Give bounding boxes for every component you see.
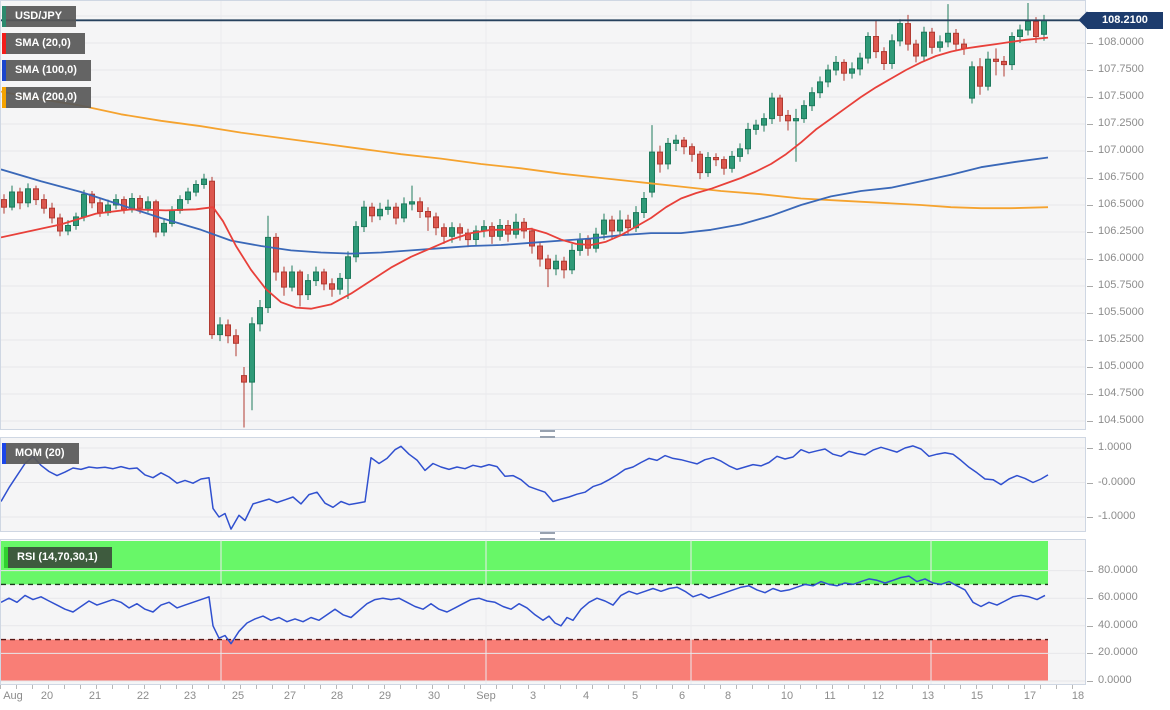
x-axis-label: 23 [183, 690, 197, 702]
legend-usdjpy[interactable]: USD/JPY [2, 6, 77, 27]
y-axis-label: 1.0000 [1086, 441, 1132, 453]
x-axis-label: 12 [871, 690, 885, 702]
legend-mom[interactable]: MOM (20) [2, 443, 79, 464]
legend-sma200[interactable]: SMA (200,0) [2, 87, 91, 108]
y-axis-label: -0.0000 [1086, 476, 1135, 488]
panel-resize-handle-icon[interactable] [540, 532, 555, 540]
x-axis-label: 17 [1023, 690, 1037, 702]
legend-rsi-label: RSI (14,70,30,1) [17, 551, 98, 563]
momentum-chart-canvas[interactable] [1, 438, 1085, 531]
y-axis-label: 106.5000 [1086, 198, 1144, 210]
sma100-marker-icon [2, 60, 6, 81]
legend-sma20[interactable]: SMA (20,0) [2, 33, 85, 54]
y-axis-label: 107.2500 [1086, 117, 1144, 129]
y-axis-label: 20.0000 [1086, 646, 1138, 658]
y-axis-label: 105.5000 [1086, 306, 1144, 318]
sma20-marker-icon [2, 33, 6, 54]
y-axis-label: 107.5000 [1086, 90, 1144, 102]
y-axis-label: 106.0000 [1086, 252, 1144, 264]
x-axis-label: 25 [231, 690, 245, 702]
x-axis-label: 30 [427, 690, 441, 702]
y-axis-label: 105.2500 [1086, 333, 1144, 345]
legend-usdjpy-label: USD/JPY [15, 10, 63, 22]
legend-rsi[interactable]: RSI (14,70,30,1) [4, 547, 112, 568]
time-axis[interactable]: Aug 20 21 22 23 25 27 28 29 30 Sep 3 4 5 6 8 10 11 12 13 15 1… [0, 690, 1086, 706]
y-axis-label: 108.0000 [1086, 36, 1144, 48]
panel-resize-handle-icon[interactable] [540, 430, 555, 438]
x-axis-label: Sep [476, 690, 496, 702]
y-axis-label: 40.0000 [1086, 619, 1138, 631]
y-axis-label: 107.7500 [1086, 63, 1144, 75]
legend-sma200-label: SMA (200,0) [15, 91, 77, 103]
momentum-panel[interactable] [0, 437, 1086, 532]
price-axis[interactable]: 108.0000 107.7500 107.5000 107.2500 107.0000… [1086, 0, 1170, 702]
y-axis-label: 106.7500 [1086, 171, 1144, 183]
x-axis-label: 6 [678, 690, 686, 702]
y-axis-label: 106.2500 [1086, 225, 1144, 237]
y-axis-label: 80.0000 [1086, 564, 1138, 576]
mom-marker-icon [2, 443, 6, 464]
y-axis-label: 105.0000 [1086, 360, 1144, 372]
legend-sma20-label: SMA (20,0) [15, 37, 71, 49]
x-axis-label: 28 [330, 690, 344, 702]
legend-sma100-label: SMA (100,0) [15, 64, 77, 76]
x-axis-label: 15 [970, 690, 984, 702]
last-price-tag: 108.2100 [1087, 12, 1163, 29]
y-axis-label: -1.0000 [1086, 510, 1135, 522]
x-axis-label: 3 [529, 690, 537, 702]
x-axis-label: 10 [780, 690, 794, 702]
y-axis-label: 105.7500 [1086, 279, 1144, 291]
x-axis-label: 5 [631, 690, 639, 702]
rsi-panel[interactable] [0, 539, 1086, 685]
y-axis-label: 104.5000 [1086, 414, 1144, 426]
x-axis-label: 21 [88, 690, 102, 702]
time-axis-ticks [0, 685, 1086, 689]
y-axis-label: 107.0000 [1086, 144, 1144, 156]
x-axis-label: 27 [283, 690, 297, 702]
x-axis-label: 29 [378, 690, 392, 702]
x-axis-label: 4 [582, 690, 590, 702]
x-axis-label: 18 [1071, 690, 1085, 702]
usdjpy-marker-icon [2, 6, 6, 27]
x-axis-label: 20 [40, 690, 54, 702]
candlestick-chart-canvas[interactable] [1, 1, 1085, 429]
main-price-panel[interactable] [0, 0, 1086, 430]
x-axis-label: Aug [3, 690, 23, 702]
x-axis-label: 8 [724, 690, 732, 702]
legend-sma100[interactable]: SMA (100,0) [2, 60, 91, 81]
legend-mom-label: MOM (20) [15, 447, 65, 459]
x-axis-label: 22 [136, 690, 150, 702]
x-axis-label: 11 [824, 690, 836, 702]
y-axis-label: 104.7500 [1086, 387, 1144, 399]
x-axis-label: 13 [921, 690, 935, 702]
y-axis-label: 0.0000 [1086, 674, 1132, 686]
rsi-marker-icon [4, 547, 8, 568]
sma200-marker-icon [2, 87, 6, 108]
rsi-chart-canvas[interactable] [1, 540, 1085, 684]
y-axis-label: 60.0000 [1086, 591, 1138, 603]
